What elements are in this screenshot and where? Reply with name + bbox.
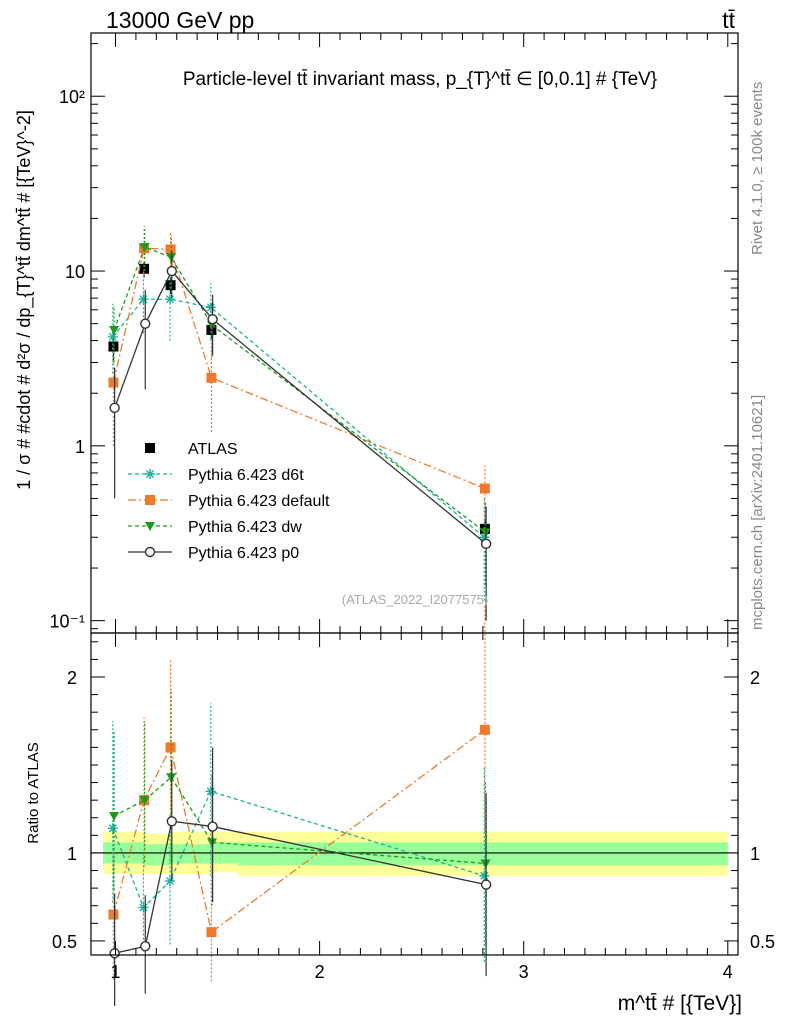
ratio-series-2	[108, 606, 490, 982]
main-data-point	[206, 372, 217, 383]
main-series-1	[107, 267, 490, 601]
main-data-point	[107, 331, 118, 342]
main-data-point	[108, 377, 119, 388]
main-data-point	[139, 263, 150, 274]
legend-item-3: Pythia 6.423 dw	[128, 519, 302, 536]
ratio-band-segment	[237, 842, 728, 866]
ratio-data-point	[109, 811, 120, 821]
ratio-data-point	[140, 941, 151, 952]
ratio-data-point	[206, 927, 217, 938]
legend-marker	[145, 443, 155, 453]
analysis-watermark: (ATLAS_2022_I2077575)	[342, 592, 488, 607]
x-axis-label: m^tt̄ # [{TeV}]	[618, 992, 742, 1015]
legend-marker	[145, 469, 155, 479]
main-y-axis-label: 1 / σ # #cdot # d²σ / dp_{T}^tt̄ dm^tt̄ …	[14, 110, 35, 490]
header-right-label: tt̄	[722, 7, 735, 33]
ratio-data-point	[109, 948, 120, 959]
ratio-data-point	[139, 796, 150, 806]
ratio-data-point	[205, 786, 216, 797]
legend-label: Pythia 6.423 p0	[188, 545, 299, 562]
ratio-frame	[90, 632, 739, 956]
ratio-data-point	[108, 909, 119, 920]
ratio-data-point	[479, 870, 490, 881]
main-frame	[90, 32, 739, 634]
main-data-point	[206, 324, 217, 335]
rivet-version-label: Rivet 4.1.0, ≥ 100k events	[749, 82, 766, 255]
ratio-y-tick-label-right: 1	[750, 844, 760, 864]
header-left-label: 13000 GeV pp	[106, 7, 254, 33]
legend-label: ATLAS	[188, 441, 238, 458]
legend-label: Pythia 6.423 d6t	[188, 467, 304, 484]
ratio-data-point	[166, 816, 177, 827]
ratio-y-axis-label: Ratio to ATLAS	[25, 742, 42, 843]
legend-item-1: Pythia 6.423 d6t	[128, 467, 304, 484]
legend-marker	[145, 522, 155, 531]
main-data-point	[164, 294, 175, 305]
main-y-tick-label: 10	[65, 262, 85, 282]
main-data-point	[108, 341, 119, 352]
main-data-point	[166, 265, 177, 277]
legend-marker	[144, 546, 156, 558]
main-panel: 10⁻¹ 1 10 10² Particle-level tt̄ invariant …	[14, 32, 739, 634]
ratio-y-tick-label-left: 1	[67, 844, 77, 864]
main-data-point	[479, 532, 490, 543]
ratio-plot-content	[91, 606, 738, 1007]
ratio-data-point	[164, 876, 175, 887]
main-data-point	[479, 483, 490, 494]
legend-marker	[145, 495, 155, 505]
ratio-band-green	[103, 842, 728, 866]
main-plot-content	[107, 226, 492, 621]
main-data-point	[139, 243, 150, 253]
main-data-point	[205, 302, 216, 313]
mcplots-label: mcplots.cern.ch [arXiv:2401.10621]	[749, 395, 766, 630]
x-tick-label: 1	[110, 962, 120, 982]
legend-label: Pythia 6.423 dw	[188, 519, 302, 536]
x-tick-label: 4	[723, 962, 733, 982]
main-series-4	[109, 251, 492, 621]
ratio-data-point	[107, 823, 118, 834]
main-ticks: 10⁻¹ 1 10 10²	[49, 33, 738, 633]
legend-item-0: ATLAS	[145, 441, 238, 458]
main-data-point	[480, 538, 492, 550]
legend-label: Pythia 6.423 default	[188, 493, 330, 510]
main-data-point	[138, 294, 149, 305]
legend: ATLAS Pythia 6.423 d6t Pythia 6.423 defaul…	[128, 441, 330, 562]
ratio-data-point	[480, 879, 492, 890]
main-data-point	[109, 402, 120, 414]
main-data-point	[109, 325, 120, 335]
ratio-y-tick-label-right: 2	[750, 668, 760, 688]
ratio-series-line-3	[113, 776, 486, 865]
main-y-tick-label: 10⁻¹	[49, 612, 85, 632]
x-tick-label: 3	[519, 962, 529, 982]
main-data-point	[165, 244, 176, 255]
ratio-data-point	[479, 724, 490, 735]
ratio-band-segment	[170, 844, 212, 864]
main-y-tick-label: 10²	[59, 87, 85, 107]
ratio-y-tick-label-right: 0.5	[750, 932, 775, 952]
ratio-ticks: 0.5 0.5 1 1 2 2 1 2 3 4	[52, 633, 775, 982]
ratio-data-point	[138, 902, 149, 913]
main-title: Particle-level tt̄ invariant mass, p_{T}…	[183, 69, 657, 90]
legend-item-2: Pythia 6.423 default	[128, 493, 330, 510]
ratio-data-point	[207, 821, 218, 832]
ratio-y-tick-label-left: 2	[67, 668, 77, 688]
ratio-y-tick-label-left: 0.5	[52, 932, 77, 952]
main-y-tick-label: 1	[75, 437, 85, 457]
main-data-point	[140, 318, 151, 329]
ratio-series-4	[109, 747, 492, 1007]
ratio-series-3	[109, 689, 491, 945]
main-data-point	[165, 280, 176, 291]
legend-item-4: Pythia 6.423 p0	[128, 545, 299, 562]
main-data-point	[207, 314, 218, 325]
x-tick-label: 2	[315, 962, 325, 982]
ratio-data-point	[165, 742, 176, 753]
ratio-panel: 0.5 0.5 1 1 2 2 1 2 3 4 Ratio to ATLAS	[25, 606, 775, 1007]
